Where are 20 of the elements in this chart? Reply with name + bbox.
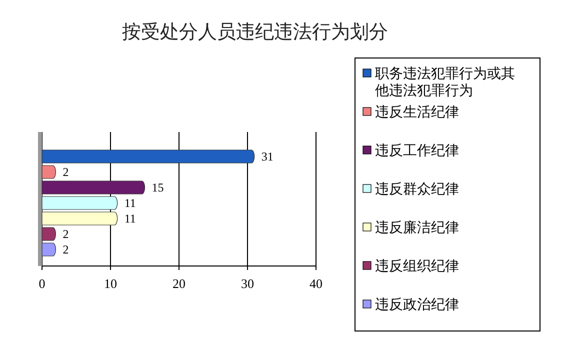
data-label: 2 [62, 227, 69, 241]
x-tick-label: 0 [38, 276, 46, 291]
data-label: 15 [152, 180, 164, 194]
data-label: 2 [62, 165, 69, 179]
legend-label: 违反政治纪律 [375, 297, 459, 313]
legend-label: 违反廉洁纪律 [375, 220, 459, 236]
x-tick-label: 10 [104, 276, 117, 291]
legend-label: 违反生活纪律 [375, 104, 459, 120]
data-label: 11 [124, 212, 136, 226]
data-label: 11 [124, 196, 136, 210]
x-tick-label: 20 [172, 276, 186, 291]
x-tick-label: 40 [310, 276, 322, 291]
chart-title: 按受处分人员违纪违法行为划分 [122, 22, 388, 43]
legend-label: 违反组织纪律 [375, 258, 459, 274]
legend-label: 违反工作纪律 [375, 143, 459, 159]
data-label: 31 [261, 150, 274, 164]
legend-label: 违反群众纪律 [375, 182, 459, 198]
x-tick-label: 30 [241, 276, 254, 291]
data-label: 2 [62, 242, 69, 256]
legend-label: 职务违法犯罪行为或其他违法犯罪行为 [375, 66, 515, 99]
